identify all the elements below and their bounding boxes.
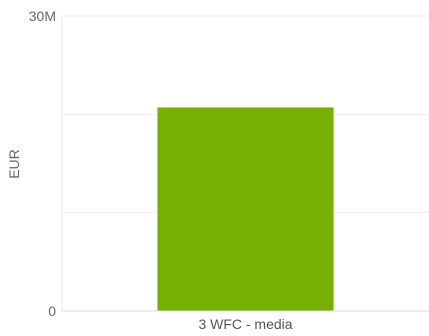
y-axis-ticks: 0 30M bbox=[29, 8, 56, 319]
x-tick-label: 3 WFC - media bbox=[198, 316, 292, 332]
y-tick-label: 30M bbox=[29, 8, 56, 24]
y-tick-label: 0 bbox=[48, 303, 56, 319]
y-axis-title: EUR bbox=[6, 149, 22, 179]
bars bbox=[157, 107, 334, 311]
x-axis-ticks: 3 WFC - media bbox=[198, 316, 292, 332]
bar[interactable] bbox=[157, 107, 334, 311]
